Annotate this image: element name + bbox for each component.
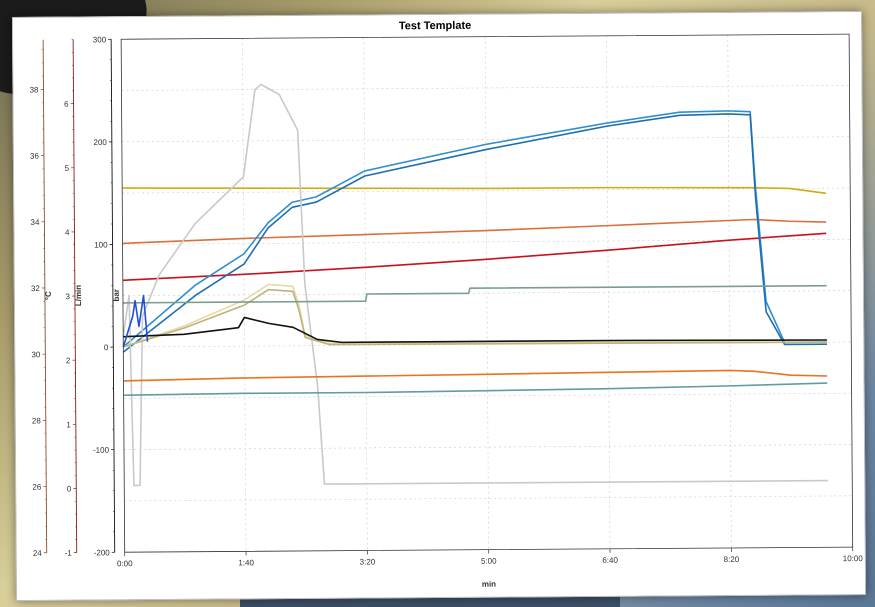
y-tick-label: 6 — [64, 100, 69, 109]
series-line-12 — [122, 294, 149, 348]
grid-line-y — [122, 290, 851, 297]
grid-line-y — [122, 187, 851, 194]
axis-unit-label-0: °C — [44, 291, 53, 300]
series-line-8 — [123, 316, 827, 344]
y-tick-label: 1 — [66, 420, 71, 429]
axis-line-2 — [110, 39, 116, 553]
series-group — [122, 83, 828, 487]
grid-line-y — [121, 136, 850, 143]
y-tick-label: 300 — [93, 35, 107, 44]
x-tick-label: 10:00 — [843, 554, 864, 563]
series-line-5 — [122, 83, 828, 487]
y-tick-label: 0 — [67, 484, 72, 493]
grid-line-y — [123, 444, 852, 450]
series-line-4 — [122, 113, 827, 353]
series-line-3 — [122, 110, 827, 348]
y-tick-label: 26 — [32, 483, 42, 492]
axis-line-0 — [42, 39, 48, 553]
x-tick-label: 0:00 — [117, 559, 133, 568]
x-tick-label: 5:00 — [481, 557, 497, 566]
chart-window: Test Template 0:00 1:40 3:20 5:00 6:40 8:20 10… — [11, 11, 867, 601]
series-line-2 — [122, 232, 827, 282]
y-tick-label: 32 — [31, 284, 41, 293]
x-tick-label: 3:20 — [360, 557, 376, 566]
y-tick-label: 24 — [33, 549, 43, 558]
y-tick-label: -1 — [65, 549, 73, 558]
y-tick-label: -100 — [93, 446, 110, 455]
y-tick-label: 100 — [94, 241, 108, 250]
grid-line-x — [363, 37, 368, 551]
series-line-1 — [122, 218, 827, 245]
axis-unit-label-1: L/min — [74, 285, 83, 307]
series-line-6 — [123, 283, 827, 348]
x-tick-label: 8:20 — [724, 555, 740, 564]
chart: Test Template 0:00 1:40 3:20 5:00 6:40 8:20 10… — [12, 12, 866, 600]
axis-line-1 — [72, 39, 78, 553]
x-axis-label: min — [482, 580, 496, 589]
series-line-0 — [122, 186, 827, 195]
grid-line-y — [121, 85, 850, 91]
chart-background — [12, 12, 866, 600]
y-tick-label: 38 — [30, 85, 40, 94]
grid-line-y — [124, 495, 853, 502]
y-tick-label: 34 — [30, 218, 40, 227]
series-line-7 — [123, 288, 827, 348]
y-tick-label: 0 — [104, 343, 109, 352]
y-tick-label: 28 — [32, 416, 42, 425]
y-tick-label: 4 — [65, 228, 70, 237]
x-tick-label: 6:40 — [602, 556, 618, 565]
y-tick-label: 30 — [31, 350, 41, 359]
axes-group: 0:00 1:40 3:20 5:00 6:40 8:20 10:0024262830323… — [30, 35, 864, 568]
chart-title: Test Template — [399, 20, 471, 33]
x-tick-label: 1:40 — [238, 558, 254, 567]
y-tick-label: 2 — [66, 356, 71, 365]
series-line-11 — [122, 284, 827, 304]
y-tick-label: 200 — [93, 138, 107, 147]
grid-line-x — [484, 36, 490, 550]
series-line-10 — [123, 382, 828, 397]
grid-line-y — [123, 392, 852, 399]
axis-unit-label-2: bar — [112, 289, 121, 302]
y-tick-label: 36 — [30, 152, 40, 161]
y-tick-label: -200 — [94, 548, 111, 557]
y-tick-label: 3 — [65, 292, 70, 301]
y-tick-label: 5 — [65, 164, 70, 173]
series-line-9 — [123, 369, 828, 382]
